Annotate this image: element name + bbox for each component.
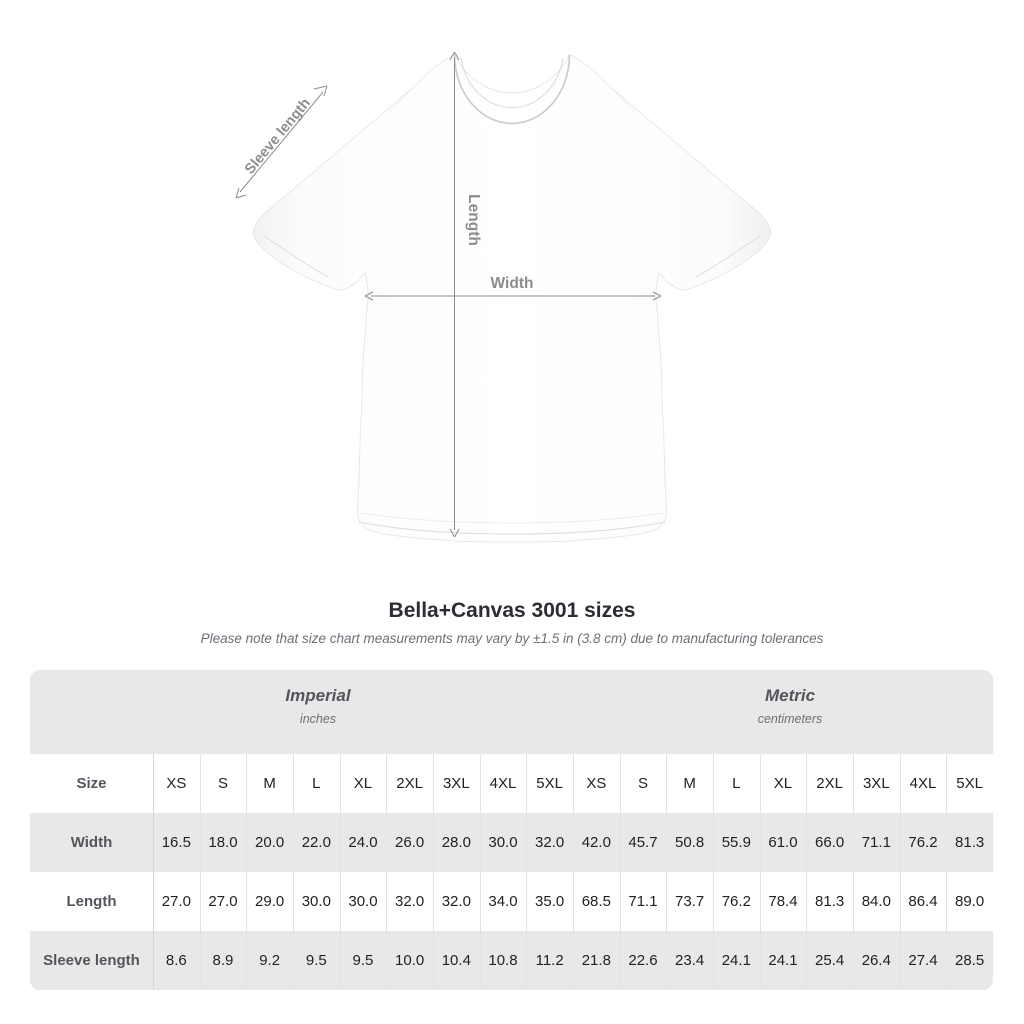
svg-text:Length: Length — [465, 194, 482, 246]
svg-text:Sleeve length: Sleeve length — [242, 95, 314, 177]
svg-text:Width: Width — [491, 275, 534, 292]
